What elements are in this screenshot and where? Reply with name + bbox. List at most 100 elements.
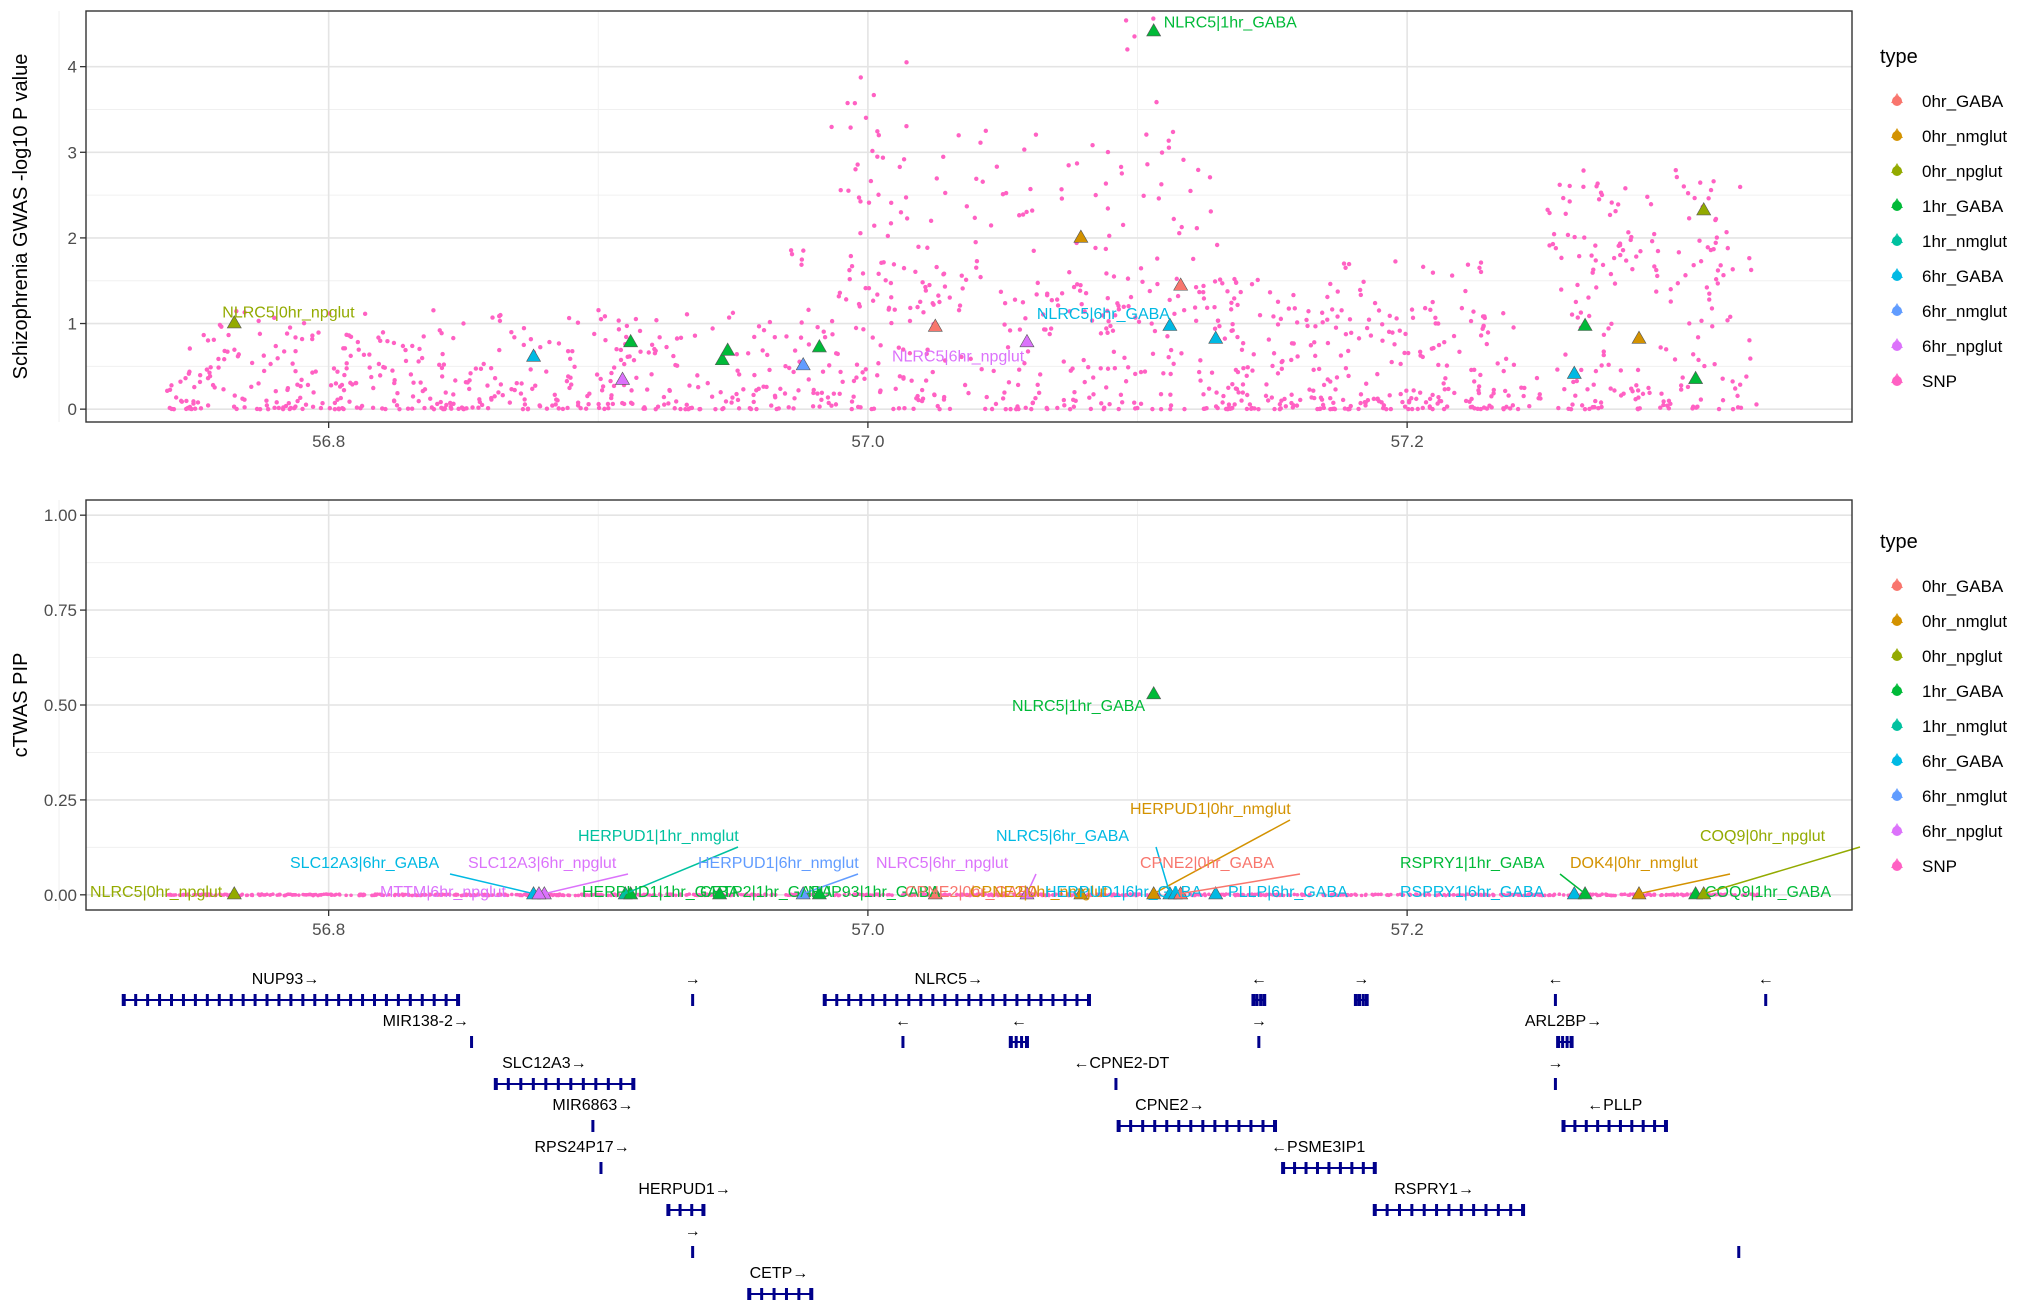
gene-exon (797, 1288, 801, 1300)
gwas-snp-point (792, 348, 798, 353)
gwas-snp-point (801, 248, 806, 253)
gwas-snp-point (1055, 303, 1061, 308)
gene-exon (1521, 1204, 1526, 1216)
gene-name-label: ← (895, 1013, 911, 1030)
ctwas-snp-point (922, 892, 926, 897)
gwas-snp-point (287, 325, 293, 330)
ctwas-snp-point (1329, 893, 1334, 898)
gwas-snp-point (875, 129, 880, 134)
gene-exon (1350, 1162, 1354, 1174)
ctwas-snp-point (344, 893, 348, 898)
ctwas-legend-label: SNP (1922, 857, 1957, 876)
gwas-snp-point (870, 335, 875, 340)
gene-exon (313, 994, 317, 1006)
gwas-snp-point (1225, 289, 1230, 294)
gwas-snp-point (782, 391, 788, 396)
ctwas-gene-point (1566, 886, 1582, 900)
gwas-snp-point (1681, 184, 1687, 189)
ctwas-legend-label: 1hr_GABA (1922, 682, 2004, 701)
gwas-snp-point (1305, 323, 1310, 329)
gwas-snp-point (1420, 405, 1425, 411)
gwas-snp-point (1140, 279, 1145, 284)
gwas-legend-triangle (1891, 338, 1903, 348)
ctwas-snp-point (1125, 893, 1129, 897)
gwas-snp-point (1235, 334, 1240, 340)
gwas-snp-point (300, 406, 305, 412)
gwas-snp-point (687, 383, 692, 388)
gwas-snp-point (1145, 162, 1150, 167)
ctwas-snp-point (1046, 892, 1050, 896)
ctwas-snp-point (1104, 893, 1108, 897)
gwas-snp-point (1390, 330, 1395, 335)
gwas-snp-point (1414, 396, 1419, 402)
ctwas-snp-point (1730, 893, 1734, 897)
gwas-snp-point (618, 347, 624, 353)
gwas-snp-point (1126, 304, 1131, 309)
gwas-snp-point (1594, 285, 1599, 290)
gwas-snp-point (1708, 187, 1714, 193)
ctwas-snp-point (1133, 892, 1137, 896)
ctwas-snp-point (993, 892, 997, 897)
gwas-gene-point (720, 342, 736, 356)
gwas-snp-point (947, 295, 952, 300)
gene-exon (1361, 1162, 1365, 1174)
ctwas-snp-point (1518, 893, 1523, 897)
gene-exon (1630, 1120, 1634, 1132)
gwas-snp-point (923, 288, 929, 293)
ctwas-snp-point (1754, 893, 1759, 898)
gwas-snp-point (468, 371, 473, 376)
gwas-snp-point (411, 380, 416, 385)
gwas-snp-point (1136, 319, 1142, 324)
gwas-snp-point (709, 394, 715, 399)
gwas-snp-point (1368, 333, 1374, 338)
gwas-legend-label: 0hr_nmglut (1922, 127, 2007, 146)
gwas-snp-point (851, 378, 857, 384)
ctwas-gene-point (1208, 886, 1224, 900)
gwas-gene-point (1073, 229, 1089, 243)
gwas-gene-label: NLRC5|6hr_GABA (1037, 306, 1170, 323)
gwas-snp-point (1463, 288, 1468, 294)
gwas-snp-point (391, 340, 397, 346)
gwas-snp-point (340, 405, 345, 411)
gene-name-label: ← (1547, 971, 1563, 988)
gwas-snp-point (756, 386, 761, 392)
gene-exon (408, 994, 412, 1006)
gwas-snp-point (1255, 277, 1260, 283)
ctwas-snp-point (870, 893, 875, 897)
gene-exon (420, 994, 424, 1006)
gwas-snp-point (592, 331, 597, 337)
gwas-snp-point (437, 362, 442, 368)
gwas-snp-point (1579, 367, 1584, 373)
gwas-snp-point (875, 373, 880, 378)
gwas-snp-point (565, 348, 571, 354)
ctwas-snp-point (1626, 893, 1630, 897)
gwas-snp-point (736, 372, 742, 377)
ctwas-snp-point (1199, 893, 1204, 897)
gwas-snp-point (796, 388, 801, 393)
gwas-snp-point (858, 231, 863, 236)
gwas-snp-point (1409, 396, 1414, 401)
gwas-snp-point (913, 269, 918, 275)
gwas-snp-point (875, 154, 880, 159)
ctwas-snp-point (509, 892, 514, 897)
gwas-snp-point (822, 335, 828, 340)
gene-model (599, 1162, 603, 1174)
gene-exon (847, 994, 851, 1006)
gwas-snp-point (1304, 317, 1309, 323)
gwas-snp-point (1087, 395, 1092, 400)
gwas-snp-point (1707, 297, 1712, 302)
gwas-snp-point (1040, 312, 1046, 317)
gwas-snp-point (806, 307, 811, 313)
gwas-snp-point (264, 398, 269, 403)
gwas-snp-point (1325, 377, 1330, 382)
gwas-snp-point (1333, 325, 1339, 330)
gwas-gene-point (1688, 370, 1704, 384)
gwas-snp-point (1236, 390, 1241, 395)
ctwas-snp-point (257, 892, 261, 897)
gwas-snp-point (288, 405, 293, 411)
gwas-snp-point (520, 406, 526, 412)
gwas-snp-point (1119, 171, 1125, 176)
ctwas-snp-point (1012, 892, 1016, 897)
ctwas-legend-triangle (1891, 578, 1903, 588)
ctwas-snp-point (484, 893, 489, 898)
